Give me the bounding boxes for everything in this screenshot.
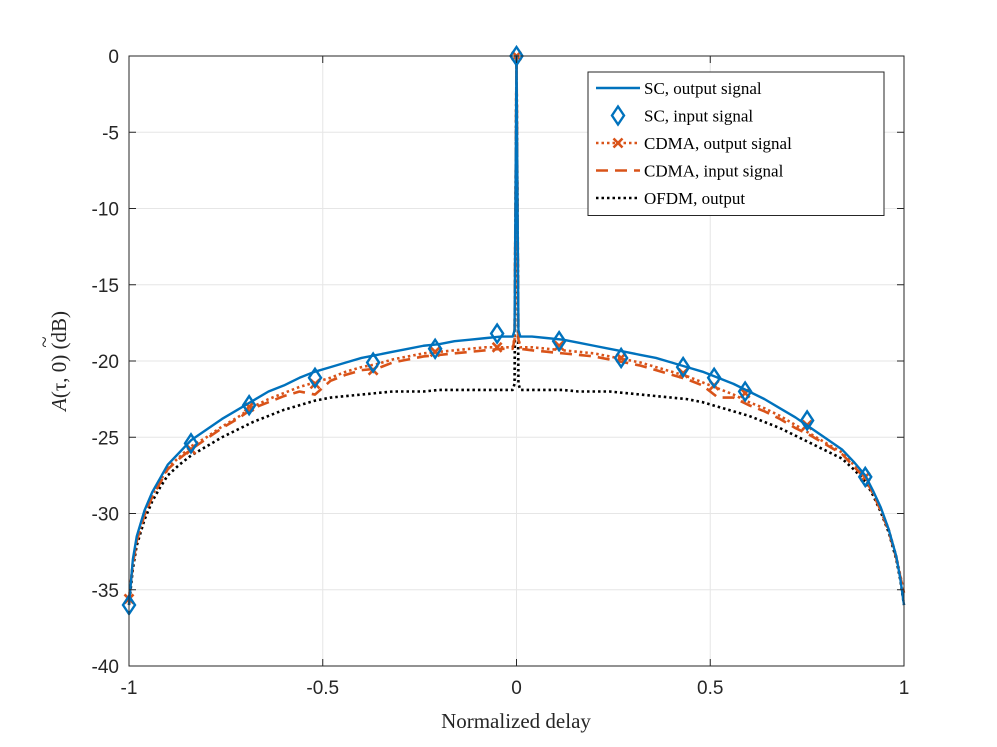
y-tick-label: -15 xyxy=(92,276,119,297)
diamond-marker xyxy=(241,394,257,417)
y-ticks: 0 -5 -10 -15 -20 -25 -30 -35 -40 xyxy=(92,47,904,678)
series-sc-input-signal xyxy=(121,44,873,617)
legend-entry: OFDM, output xyxy=(596,189,745,208)
legend-label: CDMA, input signal xyxy=(644,162,784,181)
legend: SC, output signal SC, input signal CDMA, o… xyxy=(587,71,885,216)
x-tick-label: 0 xyxy=(511,678,522,699)
cross-marker xyxy=(553,340,565,352)
x-tick-label: -0.5 xyxy=(306,678,339,699)
diamond-marker xyxy=(613,346,629,370)
legend-entry: SC, input signal xyxy=(610,104,753,127)
y-tick-label: -20 xyxy=(92,352,119,373)
diamond-marker xyxy=(675,355,691,379)
legend-diamond-marker xyxy=(610,104,626,127)
x-tick-label: -1 xyxy=(121,678,138,699)
diamond-marker xyxy=(857,465,873,489)
y-tick-label: -5 xyxy=(102,123,119,144)
legend-cross-marker xyxy=(612,137,624,149)
diamond-marker xyxy=(551,330,567,353)
legend-label: OFDM, output xyxy=(644,189,745,208)
legend-label: SC, input signal xyxy=(644,107,753,126)
y-tick-label: -40 xyxy=(92,657,119,678)
y-tick-label: -30 xyxy=(92,505,119,526)
x-tick-label: 1 xyxy=(899,678,910,699)
x-axis-label: Normalized delay xyxy=(441,709,591,733)
diamond-marker xyxy=(706,366,722,389)
legend-label: CDMA, output signal xyxy=(644,134,792,153)
legend-entry: SC, output signal xyxy=(596,79,762,98)
x-ticks: -1 -0.5 0 0.5 1 xyxy=(121,56,910,699)
y-axis-label: A(τ, 0) (dB) xyxy=(47,311,71,413)
legend-entry: CDMA, input signal xyxy=(596,162,784,181)
y-axis-label-args: (τ, 0) xyxy=(47,355,71,398)
diamond-marker xyxy=(489,322,505,345)
y-tick-label: 0 xyxy=(108,47,119,68)
diamond-marker xyxy=(427,337,443,360)
y-axis-label-symbol: A xyxy=(47,398,71,413)
x-tick-label: 0.5 xyxy=(697,678,723,699)
cross-marker xyxy=(491,341,503,353)
legend-entry: CDMA, output signal xyxy=(596,134,792,153)
diamond-marker xyxy=(737,380,753,403)
legend-box xyxy=(587,71,885,216)
y-axis-label-accent: ~ xyxy=(32,336,56,347)
y-tick-label: -10 xyxy=(92,200,119,221)
diamond-marker xyxy=(307,366,323,389)
diamond-marker xyxy=(799,409,815,432)
y-tick-label: -35 xyxy=(92,581,119,602)
y-tick-label: -25 xyxy=(92,428,119,449)
diamond-marker xyxy=(183,432,199,455)
legend-label: SC, output signal xyxy=(644,79,762,98)
diamond-marker xyxy=(365,351,381,374)
diamond-marker xyxy=(509,44,524,68)
y-axis-label-unit: (dB) xyxy=(47,311,71,355)
